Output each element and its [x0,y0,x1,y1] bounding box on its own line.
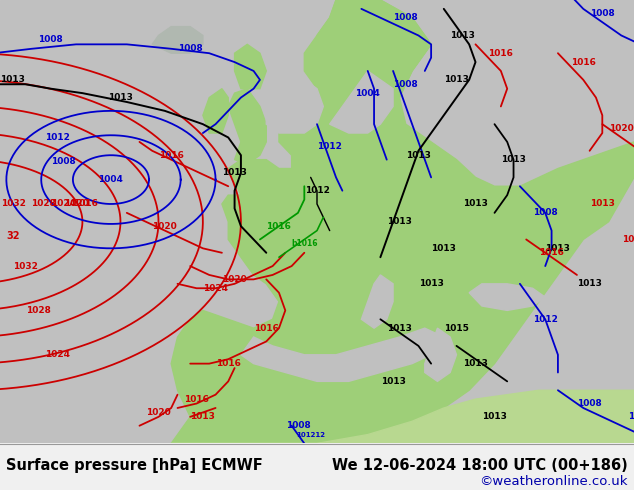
Text: 1004: 1004 [98,175,124,184]
Polygon shape [317,0,431,124]
Text: 1012: 1012 [533,315,558,324]
Polygon shape [330,71,393,133]
Polygon shape [203,89,228,133]
Text: 1008: 1008 [533,208,558,218]
Text: 1032: 1032 [1,199,27,208]
Polygon shape [171,0,634,443]
Text: 1008: 1008 [628,413,634,421]
Text: 1008: 1008 [51,157,76,167]
Polygon shape [425,328,456,381]
Text: 1008: 1008 [577,399,602,408]
Polygon shape [361,275,393,328]
Text: 1020: 1020 [222,275,247,284]
Text: 1008: 1008 [285,421,311,430]
Text: 1012: 1012 [44,133,70,142]
Text: 1013: 1013 [482,413,507,421]
Text: 1013: 1013 [590,199,615,208]
Text: 1013: 1013 [387,324,412,333]
Text: 1013: 1013 [418,279,444,288]
Text: 1013: 1013 [501,155,526,164]
Text: 1013: 1013 [406,151,431,160]
Text: 1013: 1013 [380,377,406,386]
Polygon shape [152,26,203,53]
Text: b1016: b1016 [291,240,318,248]
Text: 1020: 1020 [146,408,171,417]
Text: 1024: 1024 [203,284,228,293]
Polygon shape [596,231,609,266]
Text: 1013: 1013 [108,93,133,102]
Text: 1008: 1008 [393,80,418,89]
Text: 1016: 1016 [184,394,209,404]
Text: 1008: 1008 [393,13,418,22]
Text: 1024: 1024 [44,350,70,359]
Text: 1016: 1016 [266,221,292,231]
Text: 1028: 1028 [30,199,56,208]
Text: 1013: 1013 [545,244,571,253]
Text: 1013: 1013 [387,217,412,226]
Text: 1012: 1012 [317,142,342,151]
Text: 1016: 1016 [571,58,596,67]
Text: 1013: 1013 [621,235,634,244]
Text: 1008: 1008 [178,44,203,53]
Text: 1008: 1008 [38,35,63,45]
Polygon shape [241,328,444,381]
Text: 1004: 1004 [355,89,380,98]
Text: 1020: 1020 [152,221,178,231]
Text: 1013: 1013 [450,31,476,40]
Text: 1013: 1013 [463,359,488,368]
Text: 1013: 1013 [431,244,456,253]
Text: 1020: 1020 [63,199,89,208]
Text: 1016: 1016 [254,324,279,333]
Text: 1032: 1032 [13,262,38,270]
Text: 1016: 1016 [158,151,184,160]
Polygon shape [469,284,545,311]
Polygon shape [171,390,634,443]
Text: 1008: 1008 [590,9,615,18]
Text: 1016: 1016 [73,199,98,208]
Text: 1013: 1013 [0,75,25,84]
Text: Surface pressure [hPa] ECMWF: Surface pressure [hPa] ECMWF [6,458,263,473]
Polygon shape [235,44,266,89]
Polygon shape [228,89,266,164]
Text: 101212: 101212 [296,432,325,438]
Text: 1013: 1013 [190,413,216,421]
Text: 1012: 1012 [304,186,330,195]
Text: 1016: 1016 [216,359,241,368]
Text: 1024: 1024 [51,199,76,208]
Text: 1013: 1013 [444,75,469,84]
Text: 1016: 1016 [488,49,514,58]
Text: 1013: 1013 [577,279,602,288]
Text: 1020: 1020 [609,124,634,133]
Text: ©weatheronline.co.uk: ©weatheronline.co.uk [479,475,628,488]
Text: 32: 32 [6,231,20,242]
Text: 1013: 1013 [463,199,488,208]
Text: 1015: 1015 [444,324,469,333]
Text: We 12-06-2024 18:00 UTC (00+186): We 12-06-2024 18:00 UTC (00+186) [332,458,628,473]
Text: 1013: 1013 [222,169,247,177]
Text: 1028: 1028 [25,306,51,315]
Text: 1016: 1016 [539,248,564,257]
Polygon shape [266,80,323,133]
